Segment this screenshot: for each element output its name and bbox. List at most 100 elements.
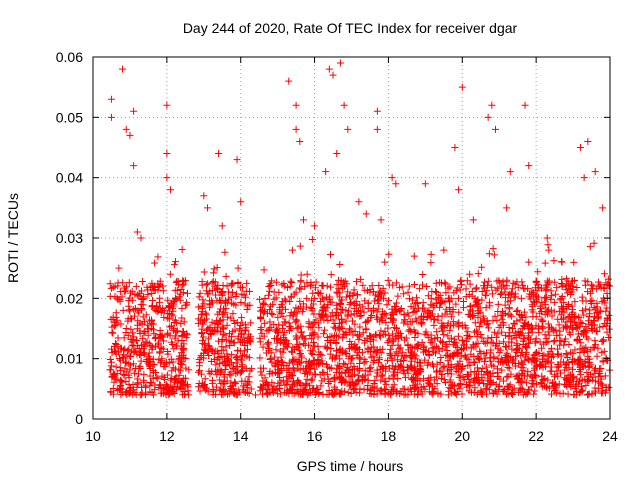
data-point: [455, 308, 463, 316]
data-point: [569, 350, 577, 358]
data-point: [398, 333, 406, 341]
data-point: [230, 317, 238, 325]
data-point: [162, 358, 170, 366]
data-point: [107, 362, 115, 370]
data-point: [273, 358, 281, 366]
data-point: [392, 279, 400, 287]
data-point: [194, 303, 202, 311]
data-point: [437, 353, 445, 361]
data-point: [229, 310, 237, 318]
data-point: [473, 333, 481, 341]
data-point: [194, 315, 202, 323]
data-point: [355, 198, 363, 206]
data-point: [505, 364, 513, 372]
data-point: [210, 265, 218, 273]
data-point: [466, 270, 474, 278]
data-point: [394, 374, 402, 382]
data-point: [347, 390, 355, 398]
data-point: [140, 329, 148, 337]
x-tick-label: 12: [159, 428, 175, 444]
data-point: [470, 341, 478, 349]
data-point: [451, 144, 459, 151]
data-point: [436, 279, 444, 287]
data-point: [323, 390, 331, 398]
data-point: [533, 293, 541, 301]
data-point: [272, 386, 280, 394]
data-point: [224, 288, 232, 296]
data-point: [287, 277, 295, 285]
data-point: [366, 337, 374, 345]
data-point: [274, 313, 282, 321]
data-point: [457, 277, 465, 285]
data-point: [114, 386, 122, 394]
data-point: [580, 328, 588, 336]
data-point: [266, 318, 274, 326]
data-point: [378, 290, 386, 298]
data-point: [227, 371, 235, 379]
data-point: [567, 383, 575, 391]
data-point: [281, 336, 289, 344]
data-point: [398, 283, 406, 291]
data-point: [544, 308, 552, 316]
data-point: [367, 386, 375, 394]
data-point: [335, 285, 343, 293]
data-point: [247, 385, 255, 393]
data-point: [578, 387, 586, 395]
data-point: [204, 335, 212, 343]
data-point: [159, 337, 167, 345]
data-point: [166, 270, 174, 278]
data-point: [306, 365, 314, 373]
data-point: [116, 297, 124, 305]
data-point: [210, 328, 218, 336]
data-point: [286, 282, 294, 290]
data-point: [569, 365, 577, 373]
data-point: [389, 330, 397, 338]
data-point: [257, 368, 265, 376]
data-point: [290, 290, 298, 298]
data-point: [338, 369, 346, 377]
data-point: [445, 297, 453, 305]
data-point: [205, 352, 213, 360]
data-point: [541, 301, 549, 309]
data-point: [234, 264, 242, 272]
data-point: [112, 375, 120, 383]
data-point: [604, 275, 612, 283]
data-point: [122, 328, 130, 336]
data-point: [555, 307, 563, 315]
data-point: [109, 329, 117, 337]
data-point: [123, 352, 131, 360]
data-point: [259, 377, 267, 385]
data-point: [542, 281, 550, 289]
data-point: [463, 383, 471, 391]
data-point: [154, 280, 162, 288]
data-point: [236, 347, 244, 355]
data-point: [292, 101, 300, 109]
data-point: [458, 336, 466, 344]
data-point: [221, 248, 229, 256]
data-point: [296, 349, 304, 357]
data-point: [442, 352, 450, 360]
data-point: [129, 329, 137, 337]
data-point: [427, 259, 435, 267]
data-point: [424, 377, 432, 385]
data-point: [174, 383, 182, 391]
data-point: [266, 355, 274, 363]
data-point: [132, 347, 140, 355]
data-point: [199, 333, 207, 341]
data-point: [156, 330, 164, 338]
data-point: [285, 77, 293, 85]
data-point: [292, 304, 300, 312]
data-point: [327, 271, 335, 279]
data-point: [323, 344, 331, 352]
data-point: [565, 341, 573, 349]
data-point: [466, 311, 474, 319]
data-point: [512, 373, 520, 381]
data-point: [205, 342, 213, 350]
data-point: [106, 280, 114, 288]
data-point: [527, 295, 535, 303]
data-point: [244, 335, 252, 343]
data-point: [539, 375, 547, 383]
data-point: [414, 386, 422, 394]
data-point: [498, 315, 506, 323]
data-point: [433, 299, 441, 307]
